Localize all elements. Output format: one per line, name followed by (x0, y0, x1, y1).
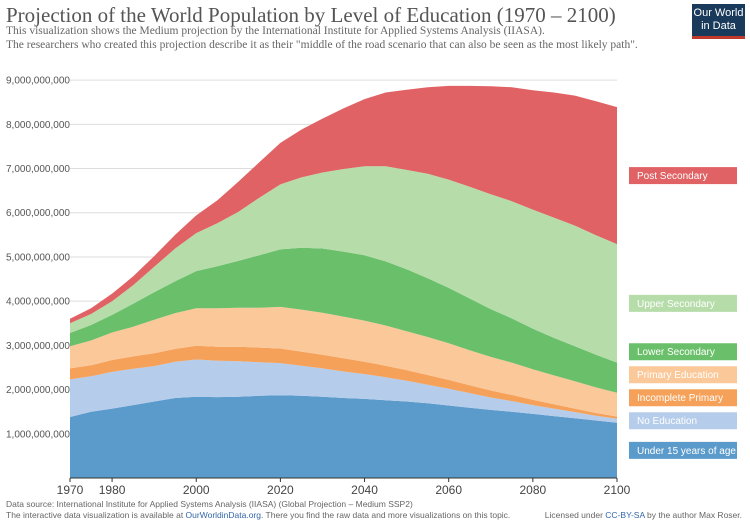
legend-item-upper-secondary[interactable]: Upper Secondary (629, 294, 737, 312)
x-tick-label: 2060 (435, 483, 462, 495)
owid-link[interactable]: OurWorldinData.org (185, 510, 261, 520)
y-tick-label: 4,000,000,000 (6, 297, 70, 308)
legend: Under 15 years of age No Education Incompl… (629, 167, 737, 459)
logo-accent-bar (692, 36, 745, 39)
footer-availability: The interactive data visualization is av… (6, 510, 510, 520)
x-tick-label: 2100 (604, 483, 631, 495)
legend-swatch (629, 294, 737, 312)
legend-swatch (629, 441, 737, 459)
owid-logo[interactable]: Our World in Data (692, 4, 745, 39)
chart-subtitle-line-1: This visualization shows the Medium proj… (6, 25, 545, 37)
legend-label: Upper Secondary (637, 299, 715, 310)
legend-item-primary-education[interactable]: Primary Education (629, 366, 737, 384)
legend-swatch (629, 412, 737, 430)
footer-source: Data source: International Institute for… (6, 499, 413, 509)
x-axis: 1970 1980 2000 2020 2040 2060 2080 2100 (57, 477, 631, 495)
legend-label: Incomplete Primary (637, 393, 723, 404)
legend-swatch (629, 167, 737, 185)
x-tick-label: 2000 (183, 483, 210, 495)
license-link[interactable]: CC-BY-SA (605, 510, 645, 520)
x-tick-label: 2020 (267, 483, 294, 495)
y-axis: 1,000,000,000 2,000,000,000 3,000,000,000 4… (6, 76, 70, 441)
area-no-education[interactable] (70, 359, 617, 423)
area-under-15-years-of-age[interactable] (70, 395, 617, 478)
legend-item-under-15-years-of-age[interactable]: Under 15 years of age (629, 441, 737, 459)
stacked-areas (70, 85, 617, 478)
legend-label: Lower Secondary (637, 347, 715, 358)
legend-label: Under 15 years of age (637, 446, 736, 457)
legend-swatch (629, 366, 737, 384)
area-upper-secondary[interactable] (70, 166, 617, 363)
y-tick-label: 6,000,000,000 (6, 208, 70, 219)
chart-subtitle-line-2: The researchers who created this project… (6, 39, 638, 51)
x-tick-label: 2080 (519, 483, 546, 495)
y-tick-label: 5,000,000,000 (6, 252, 70, 263)
legend-label: Primary Education (637, 370, 719, 381)
y-tick-label: 8,000,000,000 (6, 120, 70, 131)
legend-swatch (629, 343, 737, 361)
y-tick-label: 3,000,000,000 (6, 341, 70, 352)
legend-item-lower-secondary[interactable]: Lower Secondary (629, 343, 737, 361)
footer-availability-prefix: The interactive data visualization is av… (6, 510, 186, 520)
area-post-secondary[interactable] (70, 85, 617, 324)
x-tick-label: 2040 (351, 483, 378, 495)
area-primary-education[interactable] (70, 306, 617, 417)
x-tick-label: 1970 (57, 483, 84, 495)
y-tick-label: 7,000,000,000 (6, 164, 70, 175)
logo-line-1: Our World (693, 7, 744, 19)
footer-availability-suffix: . There you find the raw data and more v… (260, 510, 511, 520)
legend-item-no-education[interactable]: No Education (629, 412, 737, 430)
logo-line-2: in Data (701, 20, 736, 32)
y-tick-label: 2,000,000,000 (6, 385, 70, 396)
chart-svg: 1,000,000,000 2,000,000,000 3,000,000,000 4… (6, 76, 737, 495)
license-prefix: Licensed under (544, 510, 606, 520)
license-suffix: by the author Max Roser. (644, 510, 742, 520)
legend-label: Post Secondary (637, 171, 708, 182)
y-tick-label: 1,000,000,000 (6, 429, 70, 440)
chart-title: Projection of the World Population by Le… (6, 3, 616, 27)
legend-item-incomplete-primary[interactable]: Incomplete Primary (629, 389, 737, 407)
legend-label: No Education (637, 416, 697, 427)
area-incomplete-primary[interactable] (70, 345, 617, 419)
legend-swatch (629, 389, 737, 407)
area-lower-secondary[interactable] (70, 247, 617, 393)
footer-license: Licensed under CC-BY-SA by the author Ma… (545, 510, 742, 520)
y-tick-label: 9,000,000,000 (6, 76, 70, 87)
x-tick-label: 1980 (99, 483, 126, 495)
legend-item-post-secondary[interactable]: Post Secondary (629, 167, 737, 185)
